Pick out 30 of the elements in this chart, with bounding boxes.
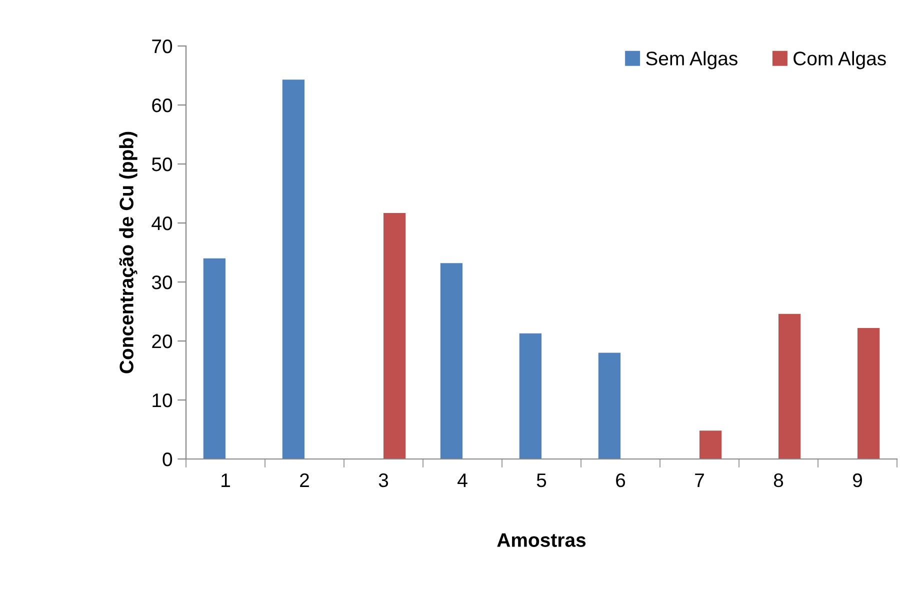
bar [440,263,462,459]
x-tick-label: 1 [222,474,230,487]
x-tick-label: 4 [458,474,468,487]
legend-label: Com Algas [794,51,886,70]
bar [598,352,620,459]
y-tick-label: 70 [152,39,172,54]
bar [778,314,801,459]
bar [203,258,226,459]
x-tick-label: 3 [378,473,388,488]
y-tick-label: 0 [162,452,172,466]
y-tick-label: 50 [152,157,172,172]
bar [282,80,304,459]
x-axis-title: Amostras [497,533,586,547]
bar [700,430,722,459]
x-tick-label: 8 [774,473,784,488]
x-tick-label: 6 [616,473,626,488]
y-axis-title: Concentração de Cu (ppb) [119,132,138,374]
y-tick-label: 40 [152,216,172,230]
y-tick-label: 10 [152,393,172,408]
x-tick-label: 9 [853,473,862,488]
bar [384,212,406,459]
y-tick-label: 20 [152,334,172,348]
bar [858,328,880,459]
x-tick-label: 7 [695,474,704,487]
y-tick-label: 30 [152,275,172,290]
x-tick-label: 2 [300,473,309,487]
bar [519,333,542,459]
x-tick-label: 5 [536,474,546,488]
y-tick-label: 60 [152,98,172,112]
legend-label: Sem Algas [646,51,738,70]
